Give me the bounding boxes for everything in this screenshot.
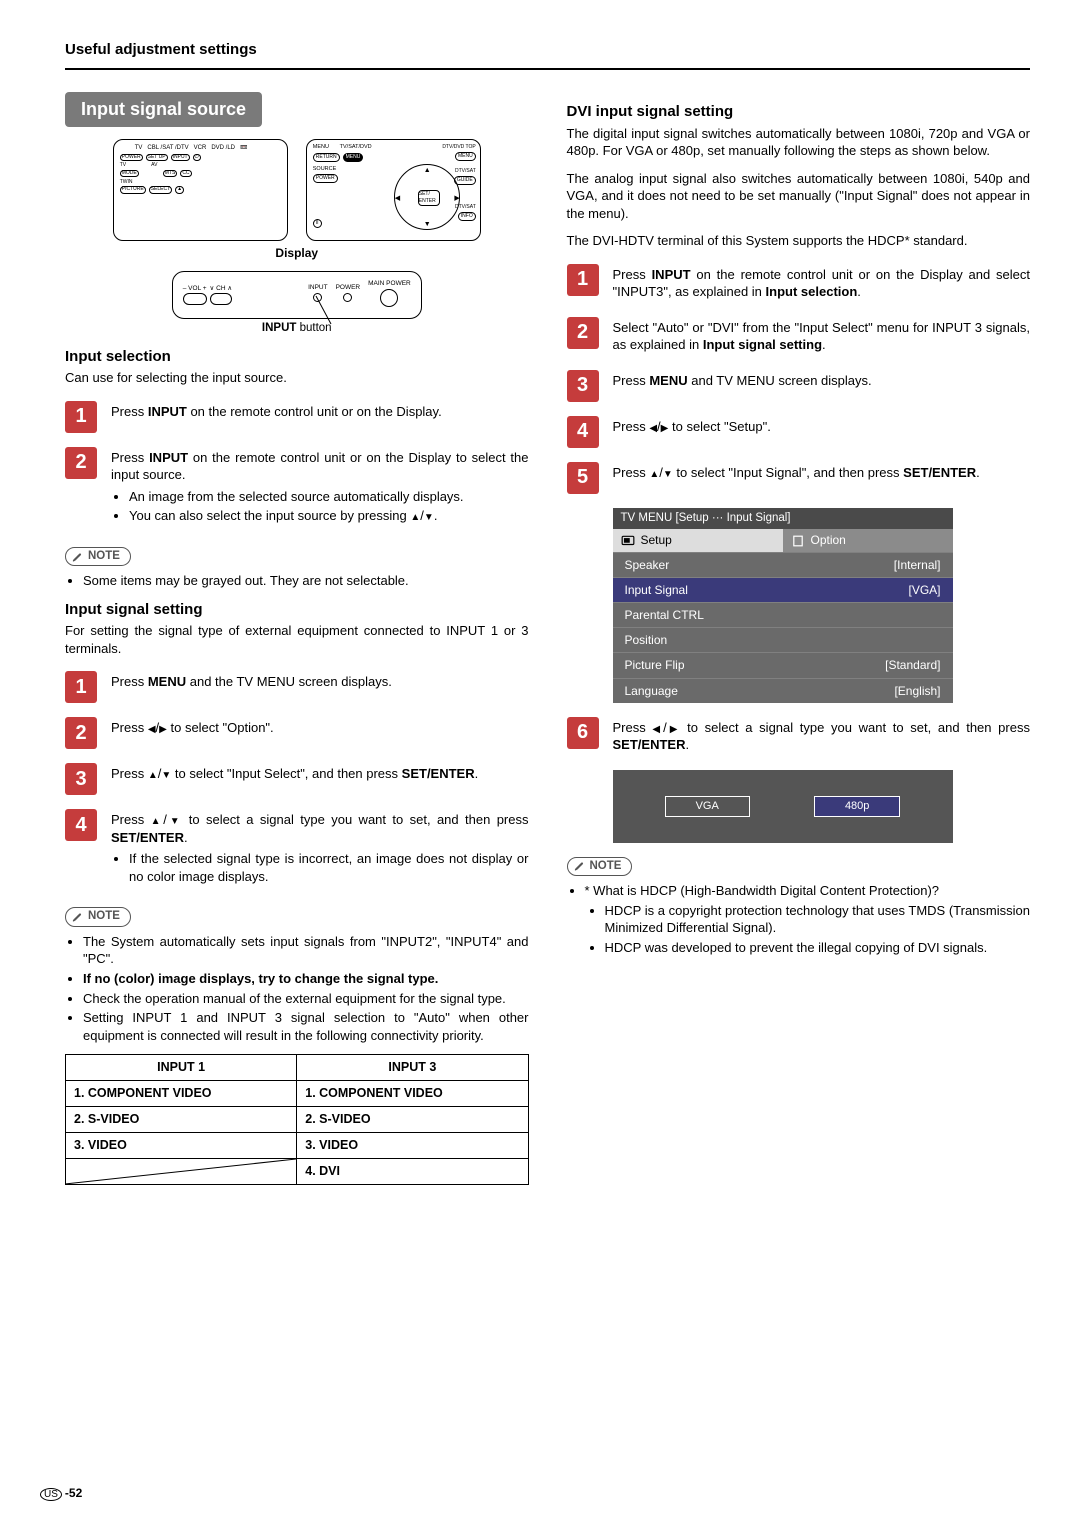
tv-menu-row: Speaker[Internal] — [613, 552, 953, 577]
dvi-step-1: 1 Press INPUT on the remote control unit… — [567, 264, 1031, 303]
tv-menu-row: Input Signal[VGA] — [613, 577, 953, 602]
step-number: 5 — [567, 462, 599, 494]
step-number: 4 — [65, 809, 97, 841]
note-badge: NOTE — [567, 857, 633, 877]
remote-right-diagram: DTV/DVD TOP MENU DTV/SAT GUIDE DTV/SAT I… — [306, 139, 481, 241]
avr-panel-diagram: – VOL + ∨ CH ∧ INPUT POWER MAIN POWER — [172, 271, 422, 320]
input-selection-heading: Input selection — [65, 347, 529, 367]
set-step-1: 1 Press MENU and the TV MENU screen disp… — [65, 671, 529, 703]
dvi-step-6: 6 Press / to select a signal type you wa… — [567, 717, 1031, 756]
tv-menu-header: TV MENU [Setup ··· Input Signal] — [613, 508, 953, 530]
note-list: The System automatically sets input sign… — [65, 933, 529, 1044]
tv-menu-rows: Speaker[Internal]Input Signal[VGA]Parent… — [613, 552, 953, 703]
tv-menu-row: Picture Flip[Standard] — [613, 652, 953, 677]
note-icon — [574, 860, 586, 872]
step-number: 1 — [567, 264, 599, 296]
remote-left-diagram: TV CBL /SAT /DTV VCR DVD /LD 📼 POWER SET… — [113, 139, 288, 241]
input-priority-table: INPUT 1INPUT 3 1. COMPONENT VIDEO1. COMP… — [65, 1054, 529, 1184]
dvi-p2: The analog input signal also switches au… — [567, 170, 1031, 223]
step-number: 1 — [65, 401, 97, 433]
option-tab-icon — [791, 535, 805, 547]
dvi-p1: The digital input signal switches automa… — [567, 125, 1031, 160]
pointer-line-icon — [313, 302, 343, 332]
set-step-2: 2 Press / to select "Option". — [65, 717, 529, 749]
note-badge: NOTE — [65, 547, 131, 567]
set-step-4: 4 Press / to select a signal type you wa… — [65, 809, 529, 887]
signal-480p: 480p — [814, 796, 900, 817]
note-badge: NOTE — [65, 907, 131, 927]
input-selection-desc: Can use for selecting the input source. — [65, 369, 529, 387]
hdcp-note-list: * What is HDCP (High-Bandwidth Digital C… — [567, 882, 1031, 956]
input-signal-setting-heading: Input signal setting — [65, 600, 529, 620]
dvi-step-3: 3 Press MENU and TV MENU screen displays… — [567, 370, 1031, 402]
section-title-pill: Input signal source — [65, 92, 262, 126]
step-number: 6 — [567, 717, 599, 749]
tv-menu-row: Position — [613, 627, 953, 652]
signal-vga: VGA — [665, 796, 750, 817]
step-number: 2 — [65, 717, 97, 749]
remote-diagrams: TV CBL /SAT /DTV VCR DVD /LD 📼 POWER SET… — [65, 139, 529, 241]
dvi-p3: The DVI-HDTV terminal of this System sup… — [567, 232, 1031, 250]
sel-step-2: 2 Press INPUT on the remote control unit… — [65, 447, 529, 527]
display-label: Display — [65, 245, 529, 261]
dvi-heading: DVI input signal setting — [567, 102, 1031, 122]
header-rule — [65, 68, 1030, 70]
step-number: 2 — [65, 447, 97, 479]
input-signal-setting-desc: For setting the signal type of external … — [65, 622, 529, 657]
tv-menu-screenshot: TV MENU [Setup ··· Input Signal] Setup O… — [613, 508, 953, 703]
tv-menu-tab-option: Option — [783, 529, 953, 551]
step-number: 2 — [567, 317, 599, 349]
setup-tab-icon — [621, 535, 635, 547]
right-column: DVI input signal setting The digital inp… — [567, 92, 1031, 1184]
signal-select-bar: VGA 480p — [613, 770, 953, 843]
note-icon — [72, 911, 84, 923]
input-button-caption: INPUT button — [65, 321, 529, 337]
dvi-step-2: 2 Select "Auto" or "DVI" from the "Input… — [567, 317, 1031, 356]
note-icon — [72, 551, 84, 563]
diagonal-icon — [66, 1159, 296, 1184]
sel-step-1: 1 Press INPUT on the remote control unit… — [65, 401, 529, 433]
step-number: 4 — [567, 416, 599, 448]
tv-menu-tab-setup: Setup — [613, 529, 783, 551]
note-list: Some items may be grayed out. They are n… — [65, 572, 529, 590]
step-number: 3 — [567, 370, 599, 402]
dvi-step-5: 5 Press / to select "Input Signal", and … — [567, 462, 1031, 494]
page-number: US-52 — [40, 1485, 82, 1502]
set-step-3: 3 Press / to select "Input Select", and … — [65, 763, 529, 795]
tv-menu-row: Language[English] — [613, 678, 953, 703]
step-number: 1 — [65, 671, 97, 703]
dvi-step-4: 4 Press / to select "Setup". — [567, 416, 1031, 448]
step-number: 3 — [65, 763, 97, 795]
page-header: Useful adjustment settings — [65, 40, 1030, 60]
left-column: Input signal source TV CBL /SAT /DTV VCR… — [65, 92, 529, 1184]
tv-menu-row: Parental CTRL — [613, 602, 953, 627]
